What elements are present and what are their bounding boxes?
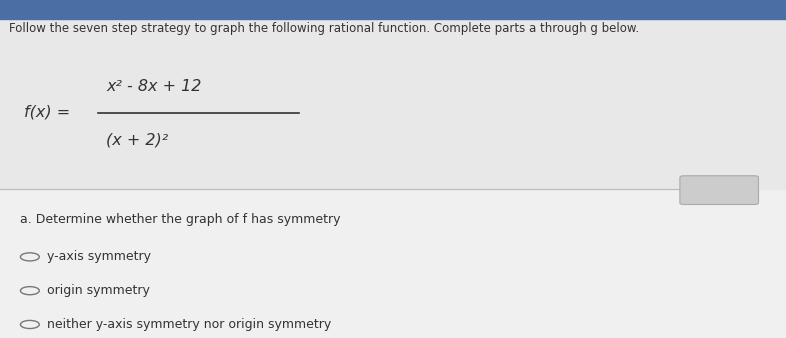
Text: neither y-axis symmetry nor origin symmetry: neither y-axis symmetry nor origin symme… <box>47 318 332 331</box>
FancyBboxPatch shape <box>680 176 758 204</box>
Text: x² - 8x + 12: x² - 8x + 12 <box>106 79 201 94</box>
Text: a. Determine whether the graph of f has symmetry: a. Determine whether the graph of f has … <box>20 213 340 226</box>
Bar <box>0 189 786 338</box>
Bar <box>0 0 786 189</box>
Text: y-axis symmetry: y-axis symmetry <box>47 250 151 263</box>
Text: f(x) =: f(x) = <box>24 104 70 119</box>
Text: (x + 2)²: (x + 2)² <box>106 133 168 148</box>
Bar <box>0 0 786 19</box>
Text: origin symmetry: origin symmetry <box>47 284 150 297</box>
Text: Follow the seven step strategy to graph the following rational function. Complet: Follow the seven step strategy to graph … <box>9 22 640 35</box>
